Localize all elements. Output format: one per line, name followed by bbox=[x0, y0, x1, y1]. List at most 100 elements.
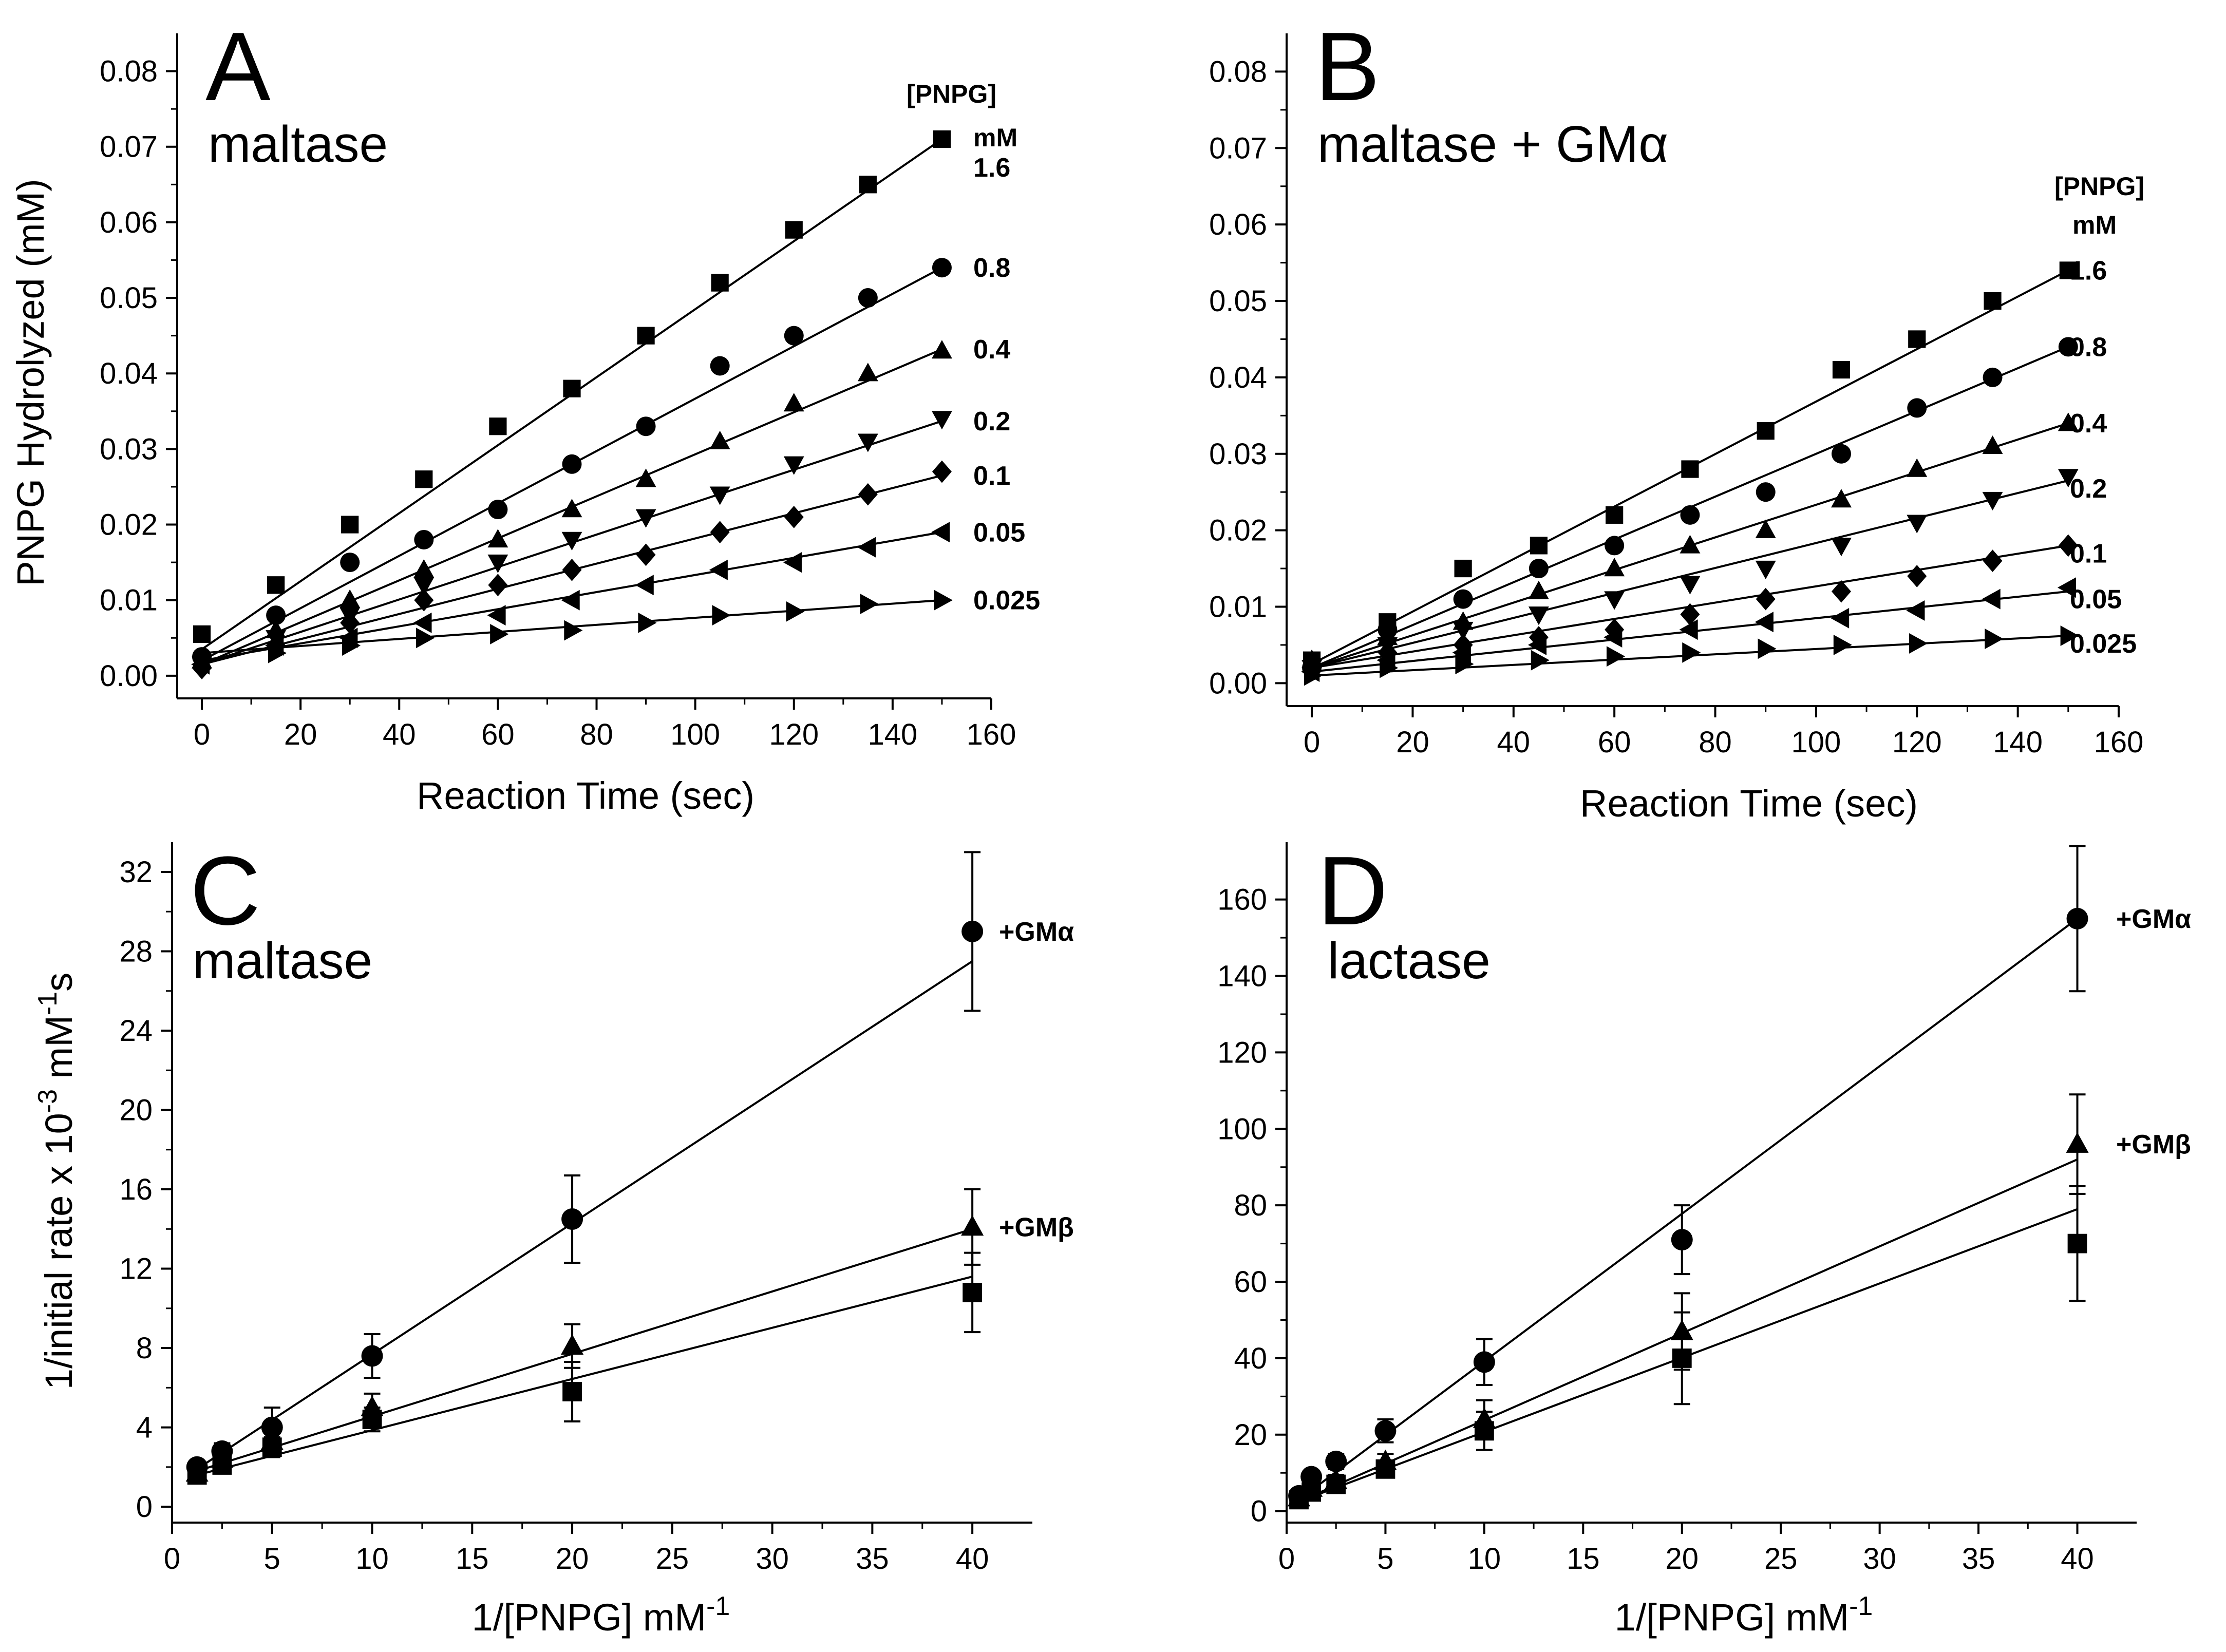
y-tick-label-c: 12 bbox=[119, 1252, 153, 1286]
data-point bbox=[487, 605, 506, 626]
data-point bbox=[261, 1416, 283, 1438]
data-point bbox=[637, 327, 655, 345]
data-point bbox=[561, 531, 582, 550]
series-a-0.2: 0.2 bbox=[192, 407, 1010, 675]
data-point bbox=[1908, 330, 1926, 348]
axis-title-y-c-mid: mM bbox=[37, 1015, 80, 1089]
data-point bbox=[1375, 1459, 1395, 1479]
panel-subtitle-d: lactase bbox=[1328, 932, 1491, 990]
data-point bbox=[961, 920, 984, 942]
x-tick-label-d: 30 bbox=[1863, 1542, 1896, 1575]
series-label: 0.1 bbox=[973, 461, 1010, 491]
data-point bbox=[1755, 519, 1776, 538]
data-point bbox=[1982, 435, 2003, 454]
panel-b: B maltase + GMα Reaction Time (sec) [PNP… bbox=[1315, 12, 2144, 825]
axis-title-y-c-end: s bbox=[37, 973, 80, 992]
y-tick-label-c: 20 bbox=[119, 1094, 153, 1127]
data-point bbox=[783, 456, 804, 475]
data-point bbox=[857, 363, 878, 382]
legend-title-a-2: mM bbox=[973, 123, 1017, 152]
y-tick-label-a: 0.08 bbox=[100, 55, 158, 88]
data-point bbox=[860, 594, 879, 615]
x-tick-label-a: 20 bbox=[284, 718, 317, 751]
axis-title-y-c: 1/initial rate x 10-3 mM-1s bbox=[33, 973, 80, 1390]
y-tick-label-c: 28 bbox=[119, 935, 153, 968]
data-point bbox=[786, 601, 805, 622]
y-tick-label-d: 40 bbox=[1234, 1342, 1267, 1375]
data-point bbox=[1529, 559, 1549, 579]
y-tick-label-a: 0.05 bbox=[100, 281, 158, 315]
data-point bbox=[1985, 629, 2004, 649]
x-tick-label-a: 40 bbox=[383, 718, 416, 751]
data-point bbox=[416, 628, 435, 649]
data-point bbox=[561, 499, 582, 518]
data-point bbox=[784, 326, 804, 346]
axis-title-y-c-sup1: -3 bbox=[33, 1089, 63, 1113]
panel-letter-b: B bbox=[1315, 12, 1380, 121]
data-point bbox=[564, 620, 583, 641]
series-label: +GMβ bbox=[2116, 1130, 2191, 1160]
y-tick-label-c: 32 bbox=[119, 856, 153, 889]
data-point bbox=[931, 522, 950, 543]
data-point bbox=[638, 612, 657, 633]
data-point bbox=[342, 635, 361, 656]
data-point bbox=[561, 590, 580, 611]
data-point bbox=[1528, 634, 1547, 655]
data-point bbox=[710, 356, 730, 376]
panel-d: D lactase 1/[PNPG] mM-1 bbox=[1317, 837, 1873, 1639]
axis-title-y-c-main: 1/initial rate x 10 bbox=[37, 1113, 80, 1390]
data-point bbox=[636, 416, 656, 436]
data-point bbox=[1831, 538, 1852, 557]
data-point bbox=[635, 575, 654, 596]
data-point bbox=[711, 274, 729, 292]
data-point bbox=[561, 1208, 583, 1230]
data-point bbox=[2057, 577, 2077, 598]
x-tick-label-a: 80 bbox=[580, 718, 613, 751]
axis-title-x-a: Reaction Time (sec) bbox=[417, 774, 754, 817]
data-point bbox=[187, 1465, 207, 1485]
data-point bbox=[1832, 360, 1851, 379]
x-tick-label-c: 25 bbox=[656, 1542, 689, 1575]
chart-b-marks: 0 20 40 60 80 100 120 140 160 0.00 0.01 0.02 0.03 0.0… bbox=[1209, 33, 2143, 759]
data-point bbox=[785, 221, 803, 239]
data-point bbox=[1680, 576, 1701, 595]
data-point bbox=[339, 589, 361, 608]
data-point bbox=[1454, 559, 1472, 578]
x-tick-label-b: 20 bbox=[1396, 726, 1429, 759]
x-tick-label-d: 35 bbox=[1962, 1542, 1995, 1575]
x-tick-label-d: 15 bbox=[1567, 1542, 1600, 1575]
x-tick-label-a: 140 bbox=[867, 718, 917, 751]
x-tick-label-b: 120 bbox=[1892, 726, 1942, 759]
x-tick-label-c: 30 bbox=[756, 1542, 789, 1575]
y-tick-label-a: 0.01 bbox=[100, 584, 158, 617]
series-label: 0.05 bbox=[973, 518, 1025, 547]
data-point bbox=[784, 505, 804, 528]
axis-title-x-d-main: 1/[PNPG] mM bbox=[1615, 1596, 1849, 1639]
series-b-0.2: 0.2 bbox=[1301, 469, 2107, 679]
data-point bbox=[1907, 398, 1927, 418]
data-point bbox=[2058, 469, 2079, 488]
data-point bbox=[1528, 580, 1549, 599]
data-point bbox=[413, 577, 435, 596]
chart-a-marks: 0 20 40 60 80 100 120 140 160 0.00 0.01 0.02 0.03 0.0… bbox=[100, 33, 1040, 751]
data-point bbox=[1531, 650, 1550, 671]
series-b-0.05: 0.05 bbox=[1301, 577, 2122, 682]
data-point bbox=[1528, 606, 1549, 625]
legend-title-a-1: [PNPG] bbox=[907, 80, 996, 108]
data-point bbox=[1325, 1450, 1347, 1472]
y-tick-label-a: 0.00 bbox=[100, 659, 158, 693]
series-label: 0.025 bbox=[973, 586, 1040, 616]
panel-a: A maltase Reaction Time (sec) PNPG Hydro… bbox=[9, 12, 1017, 817]
data-point bbox=[1831, 607, 1850, 629]
fit-line bbox=[1298, 918, 2078, 1501]
data-point bbox=[2058, 337, 2078, 357]
data-point bbox=[857, 433, 878, 452]
data-point bbox=[963, 1282, 983, 1302]
data-point bbox=[267, 576, 285, 594]
data-point bbox=[857, 537, 876, 558]
data-point bbox=[858, 483, 878, 506]
x-tick-label-c: 35 bbox=[856, 1542, 889, 1575]
y-tick-label-d: 120 bbox=[1217, 1036, 1267, 1069]
data-point bbox=[961, 1215, 984, 1236]
series-d-GM: +GMα bbox=[1288, 845, 2191, 1507]
